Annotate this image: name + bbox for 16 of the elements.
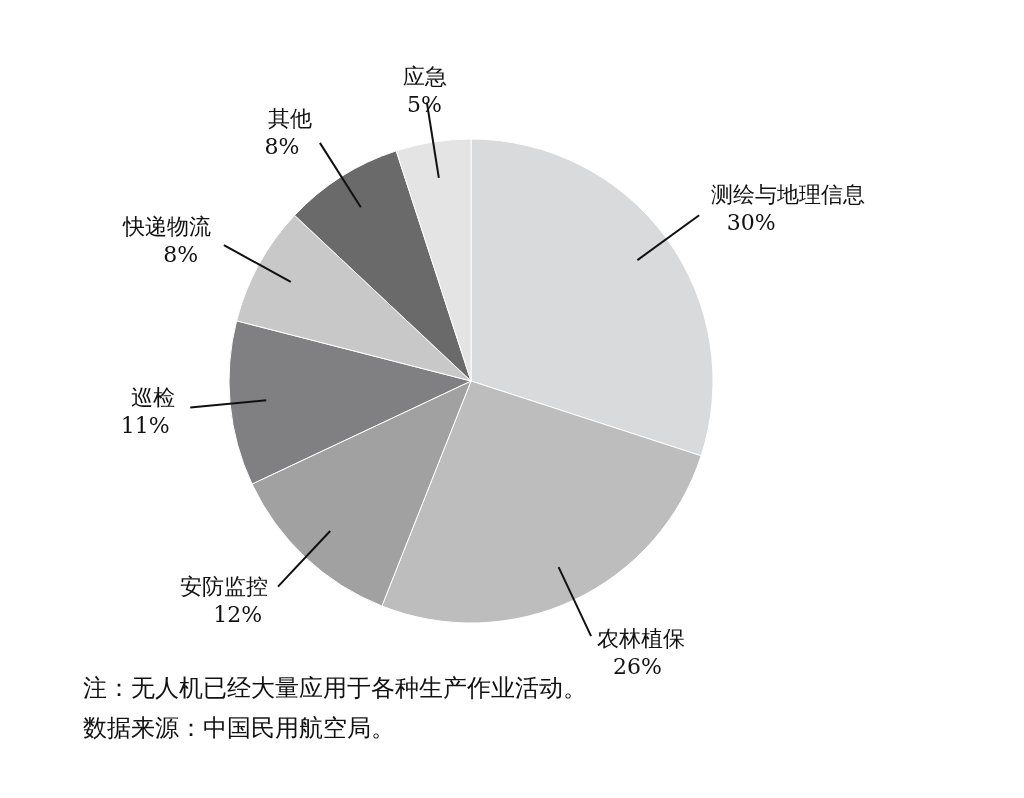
slice-label: 安防监控 (179, 573, 268, 599)
data-label: 26% (613, 653, 662, 679)
slice-label: 应急 (402, 63, 447, 89)
data-label: 11% (120, 412, 170, 438)
data-label: 8% (163, 241, 199, 267)
data-label: 30% (726, 210, 776, 236)
slice-label: 巡检 (131, 384, 176, 410)
slice-label: 快递物流 (121, 213, 211, 239)
data-label: 8% (264, 134, 300, 160)
slice-label: 测绘与地理信息 (711, 182, 866, 208)
slice-label: 其他 (267, 106, 312, 132)
text: 注：无人机已经大量应用于各种生产作业活动。 (83, 674, 587, 702)
data-label: 12% (213, 601, 263, 627)
source-note: 数据来源：中国民用航空局。 (83, 713, 396, 744)
data-label: 5% (407, 91, 442, 117)
slice-label: 农林植保 (597, 625, 686, 651)
